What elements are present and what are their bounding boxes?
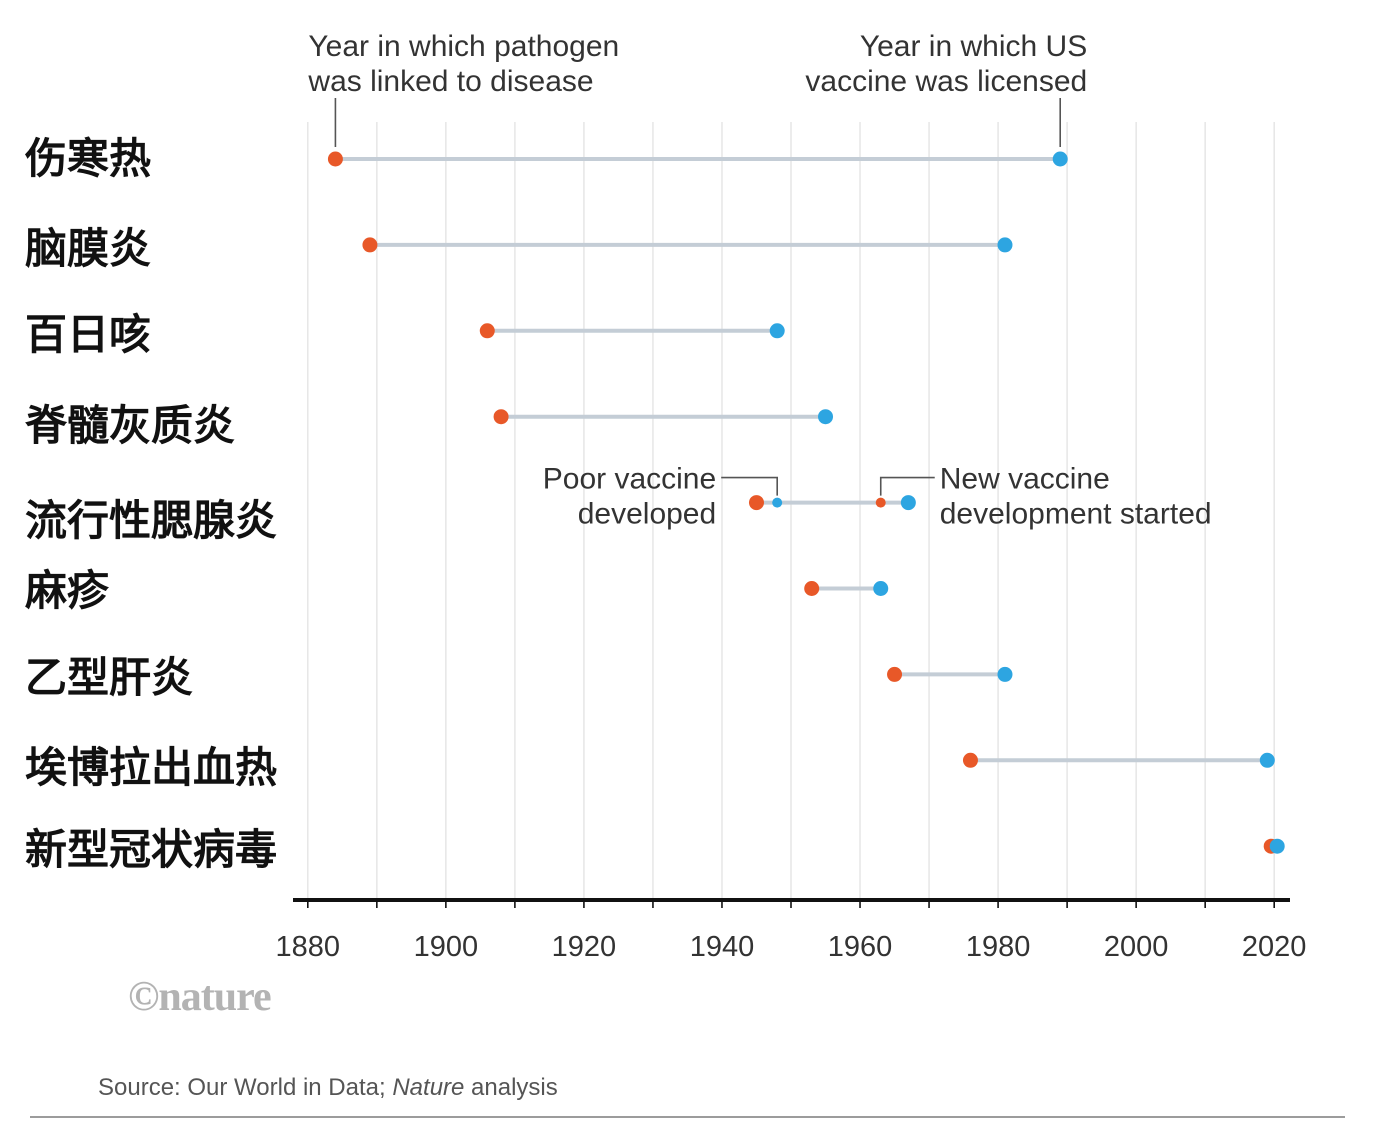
vaccine-year-dot: [818, 409, 834, 425]
x-tick-label: 1920: [552, 931, 617, 963]
vaccine-year-dot: [1052, 151, 1068, 167]
x-tick-label: 1960: [828, 931, 893, 963]
category-label: 麻疹: [25, 566, 110, 615]
x-axis-ticks: [307, 900, 1275, 908]
pathogen-year-dot: [804, 581, 820, 596]
connectors: [335, 157, 1268, 763]
milestone-label-line: development started: [940, 498, 1212, 531]
x-tick-label: 1980: [966, 931, 1031, 963]
x-tick-label: 1880: [276, 931, 341, 963]
category-label: 百日咳: [25, 310, 151, 359]
milestone-dot: [875, 497, 886, 508]
vaccine-year-dot: [1259, 752, 1275, 768]
series-annotations: Year in which pathogen was linked to dise…: [307, 30, 1087, 147]
milestone-label-line: developed: [578, 498, 716, 531]
milestone-annotations: Poor vaccine developed New vaccine developm…: [543, 463, 1212, 531]
category-label: 新型冠状病毒: [25, 825, 277, 874]
series-label-line: Year in which US: [860, 30, 1087, 63]
footer-rule: [30, 1116, 1345, 1118]
milestone-label: New vaccine development started: [940, 463, 1212, 531]
x-tick-label: 2000: [1104, 931, 1169, 963]
pathogen-year-dot: [479, 323, 495, 339]
pathogen-year-dot: [887, 666, 903, 682]
category-label: 脊髓灰质炎: [25, 401, 235, 450]
category-label: 流行性腮腺炎: [25, 496, 277, 545]
pathogen-year-dot: [748, 495, 764, 511]
x-axis: 1880 1900 1920 1940 1960 1980 2000 2020: [276, 898, 1307, 963]
pathogen-year-dot: [327, 151, 343, 167]
milestone-leader-line: [721, 476, 778, 496]
milestone-label-line: New vaccine: [940, 463, 1110, 496]
pathogen-year-dot: [362, 237, 378, 253]
milestone-label: Poor vaccine developed: [543, 463, 716, 531]
source-note: Source: Our World in Data; Nature analys…: [98, 1074, 558, 1102]
milestone-leader-line: [879, 476, 935, 496]
milestone-label-line: Poor vaccine: [543, 463, 716, 496]
nature-logo: ©nature: [128, 974, 272, 1020]
x-axis-tick-labels: 1880 1900 1920 1940 1960 1980 2000 2020: [276, 931, 1307, 963]
vaccine-year-dot: [997, 666, 1013, 682]
category-label: 脑膜炎: [25, 224, 151, 273]
source-suffix-text: analysis: [464, 1074, 558, 1101]
category-label: 埃博拉出血热: [25, 743, 277, 792]
source-italic-text: Nature: [392, 1074, 465, 1101]
category-label: 伤寒热: [24, 134, 151, 183]
series-label-line: vaccine was licensed: [805, 65, 1087, 98]
vaccine-year-dot: [769, 323, 785, 339]
x-tick-label: 1940: [690, 931, 755, 963]
source-text: Source: Our World in Data;: [98, 1074, 393, 1101]
vaccine-series-label: Year in which US vaccine was licensed: [805, 30, 1087, 98]
series-label-line: Year in which pathogen: [308, 30, 619, 63]
pathogen-series-label: Year in which pathogen was linked to dise…: [307, 30, 619, 98]
vaccine-year-dot: [900, 495, 916, 511]
vaccine-year-dot: [997, 237, 1013, 253]
milestone-dot: [772, 497, 783, 508]
pathogen-year-dot: [962, 752, 978, 768]
data-points: [327, 151, 1285, 854]
x-tick-label: 2020: [1242, 931, 1307, 963]
x-tick-label: 1900: [414, 931, 479, 963]
series-label-line: was linked to disease: [307, 65, 593, 98]
pathogen-year-dot: [493, 409, 509, 425]
vaccine-year-dot: [873, 581, 889, 596]
category-label: 乙型肝炎: [25, 653, 193, 702]
gridlines: [307, 122, 1275, 900]
vaccine-year-dot: [1269, 838, 1285, 854]
